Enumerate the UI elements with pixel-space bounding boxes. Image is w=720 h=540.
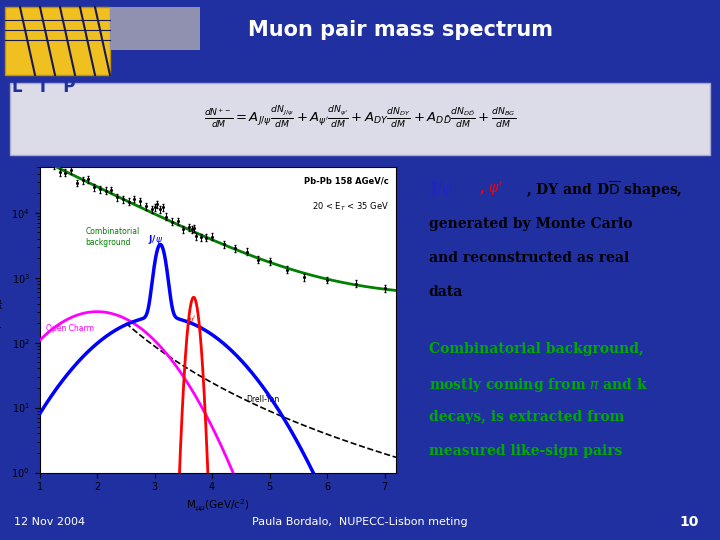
Text: Muon pair mass spectrum: Muon pair mass spectrum: [248, 20, 552, 40]
Text: Open Charm: Open Charm: [47, 324, 94, 333]
FancyBboxPatch shape: [10, 83, 710, 155]
Text: , $\psi'$: , $\psi'$: [479, 179, 503, 198]
Text: L   I   P: L I P: [12, 78, 76, 96]
Text: decays, is extracted from: decays, is extracted from: [428, 410, 624, 424]
Text: data: data: [428, 285, 463, 299]
Text: Drell-Yan: Drell-Yan: [246, 395, 280, 404]
Text: 20 < E$_T$ < 35 GeV: 20 < E$_T$ < 35 GeV: [312, 201, 389, 213]
Text: $\frac{dN^{+-}}{dM} = A_{J/\psi}\frac{dN_{J/\psi}}{dM}+ A_{\psi^{\prime}}\frac{d: $\frac{dN^{+-}}{dM} = A_{J/\psi}\frac{dN…: [204, 105, 516, 130]
Text: J/$\psi$: J/$\psi$: [428, 179, 453, 198]
Text: Pb-Pb 158 AGeV/c: Pb-Pb 158 AGeV/c: [304, 177, 389, 186]
Bar: [5, 7, 110, 75]
Text: , DY and D$\overline{\rm D}$ shapes,: , DY and D$\overline{\rm D}$ shapes,: [526, 179, 683, 200]
Text: generated by Monte Carlo: generated by Monte Carlo: [428, 217, 632, 231]
Y-axis label: dN/dM$_{\mu\mu}$: dN/dM$_{\mu\mu}$: [0, 298, 6, 342]
Text: 12 Nov 2004: 12 Nov 2004: [14, 517, 86, 528]
Text: mostly coming from $\pi$ and k: mostly coming from $\pi$ and k: [428, 376, 648, 394]
Bar: [110, 7, 200, 50]
Text: Combinatorial
background: Combinatorial background: [86, 227, 140, 247]
Text: measured like-sign pairs: measured like-sign pairs: [428, 444, 622, 458]
Text: Paula Bordalo,  NUPECC-Lisbon meting: Paula Bordalo, NUPECC-Lisbon meting: [252, 517, 468, 528]
Text: J/$\psi$: J/$\psi$: [148, 233, 163, 246]
X-axis label: M$_{\mu\mu}$(GeV/c$^2$): M$_{\mu\mu}$(GeV/c$^2$): [186, 498, 250, 514]
Text: and reconstructed as real: and reconstructed as real: [428, 251, 629, 265]
Text: Combinatorial background,: Combinatorial background,: [428, 342, 644, 355]
Text: $\psi'$: $\psi'$: [186, 314, 196, 327]
Text: 10: 10: [679, 516, 698, 529]
